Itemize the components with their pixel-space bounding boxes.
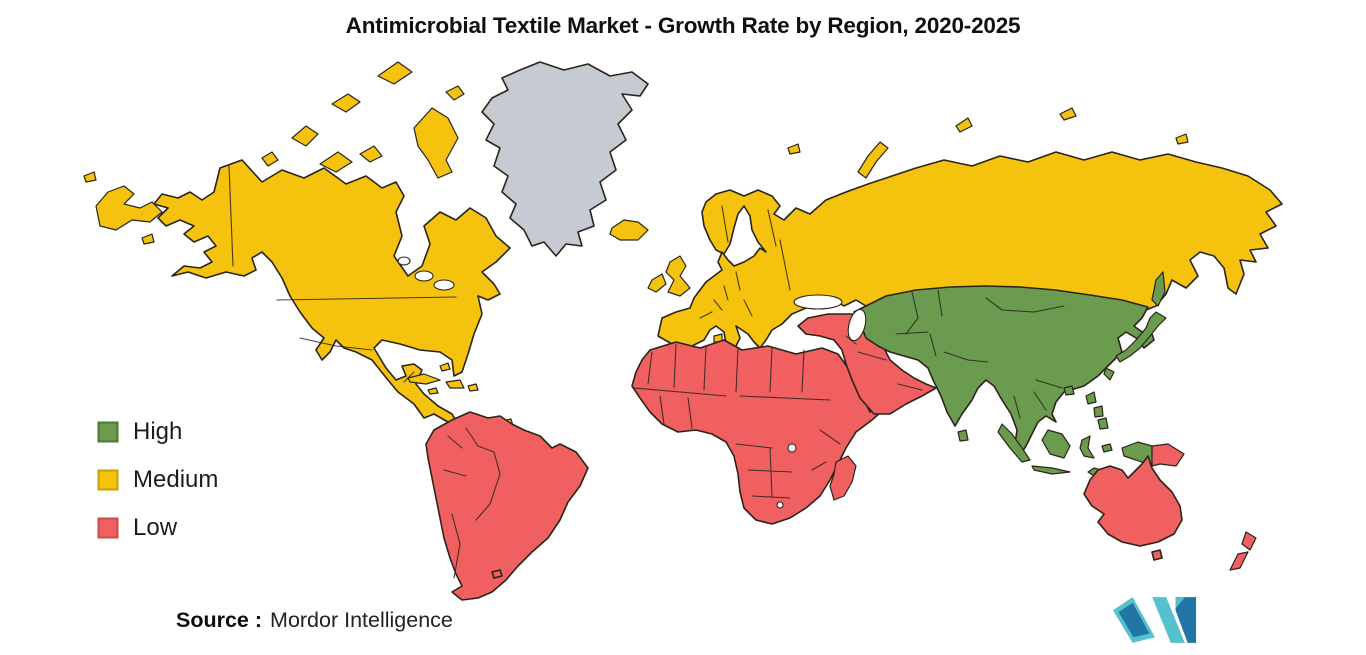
logo-slash: [1152, 597, 1185, 643]
region-africa: [631, 339, 891, 525]
region-papua-new-guinea: [1151, 443, 1185, 467]
chart-title: Antimicrobial Textile Market - Growth Ra…: [345, 13, 1021, 38]
region-indonesia: [997, 423, 1113, 477]
region-arctic-islands: [261, 61, 465, 179]
region-iceland: [609, 219, 649, 241]
region-madagascar: [829, 455, 857, 501]
legend-label-high: High: [133, 418, 183, 445]
legend-label-low: Low: [133, 514, 178, 541]
legend-label-medium: Medium: [133, 466, 219, 493]
legend-item-high: High: [97, 408, 218, 456]
legend: High Medium Low: [97, 408, 218, 552]
logo-left-inner: [1118, 602, 1150, 638]
source-line: Source : Mordor Intelligence: [176, 608, 453, 633]
source-prefix: Source :: [176, 608, 263, 632]
region-north-america: [153, 159, 511, 425]
region-australia: [1083, 455, 1183, 561]
legend-swatch-high-icon: [97, 421, 119, 443]
region-caribbean: [407, 362, 514, 429]
legend-swatch-medium-icon: [97, 469, 119, 491]
legend-swatch-low-icon: [97, 517, 119, 539]
black-sea: [793, 294, 843, 310]
region-uk-ireland: [647, 255, 691, 297]
source-name: Mordor Intelligence: [270, 608, 453, 632]
legend-item-medium: Medium: [97, 456, 218, 504]
region-greenland: [481, 61, 649, 257]
great-lakes-2: [433, 279, 455, 291]
country-borders: [228, 165, 1065, 579]
region-south-america: [425, 411, 589, 601]
region-philippines: [1085, 391, 1109, 430]
region-new-zealand: [1229, 531, 1257, 571]
caspian-sea: [847, 308, 867, 342]
region-chukotka: [83, 171, 163, 245]
logo-bar: [1175, 597, 1197, 643]
lake-winnipeg: [397, 256, 411, 266]
legend-item-low: Low: [97, 504, 218, 552]
lake-victoria: [787, 443, 797, 453]
region-asia-pacific: [853, 285, 1155, 455]
lesotho-enclave: [776, 501, 784, 509]
region-japan-east-asia-islands: [957, 271, 1167, 442]
mordor-intelligence-logo: [1113, 597, 1197, 643]
great-lakes: [414, 270, 434, 282]
